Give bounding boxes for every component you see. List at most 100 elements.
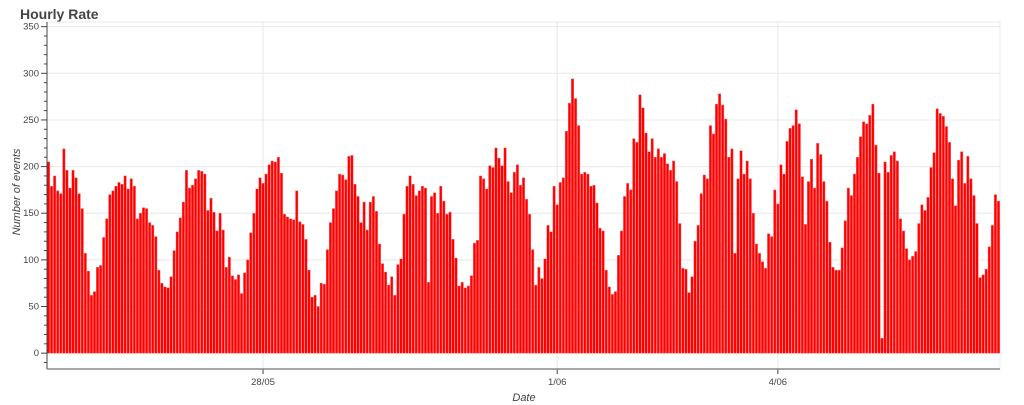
bar — [114, 185, 118, 354]
bar — [868, 115, 872, 354]
bar — [402, 213, 406, 354]
bar — [273, 161, 277, 354]
bar — [494, 147, 498, 354]
bar — [610, 294, 614, 354]
bar — [684, 268, 688, 354]
bar — [139, 213, 142, 354]
bar — [341, 174, 345, 354]
bar — [53, 175, 57, 354]
bar — [843, 220, 847, 354]
bar — [264, 173, 268, 354]
bar — [476, 240, 479, 354]
bar — [951, 178, 954, 354]
bar — [283, 213, 286, 354]
bar — [595, 202, 599, 354]
bar — [512, 171, 516, 354]
bar — [96, 267, 99, 354]
bar — [589, 185, 593, 354]
bar — [954, 205, 957, 354]
bar — [834, 269, 838, 354]
bar — [626, 183, 630, 354]
bar — [837, 269, 841, 354]
bar — [721, 104, 725, 354]
bar — [252, 213, 256, 354]
bar — [469, 275, 473, 354]
bar — [206, 210, 210, 354]
bar — [319, 282, 323, 354]
bar — [71, 170, 75, 354]
bar — [142, 207, 145, 354]
bars — [47, 78, 1000, 354]
bar — [378, 243, 381, 354]
bar — [978, 277, 982, 354]
bar — [387, 284, 391, 354]
bar — [797, 123, 801, 354]
bar — [430, 196, 434, 354]
bar — [840, 247, 844, 354]
bar — [902, 230, 905, 354]
bar — [822, 181, 826, 354]
bar — [304, 239, 308, 354]
bar — [188, 187, 191, 354]
bar — [292, 219, 296, 354]
bar — [203, 173, 207, 354]
bar — [604, 269, 608, 354]
bar — [105, 218, 109, 354]
bar — [347, 156, 351, 354]
bar — [739, 150, 743, 354]
bar — [580, 173, 584, 354]
bar — [129, 178, 133, 354]
bar — [221, 229, 225, 354]
bar — [874, 144, 878, 354]
bar — [997, 200, 1000, 354]
bar — [923, 210, 927, 354]
bar — [675, 181, 679, 354]
bar — [613, 291, 617, 354]
bar — [338, 173, 342, 354]
bar — [785, 141, 789, 354]
bar — [984, 268, 988, 354]
bar — [381, 263, 384, 354]
bar — [166, 287, 170, 354]
bar — [678, 223, 682, 354]
bar — [669, 170, 673, 354]
bar — [715, 103, 718, 354]
bar — [154, 236, 158, 354]
bar — [819, 154, 823, 354]
bar — [344, 179, 348, 354]
bar — [758, 253, 761, 354]
bar — [663, 153, 666, 354]
bar — [911, 255, 915, 354]
bar — [727, 157, 731, 354]
bar — [307, 269, 311, 354]
bar — [880, 338, 884, 354]
bar — [442, 200, 446, 354]
bar — [712, 133, 715, 354]
bar — [497, 157, 501, 354]
bar — [90, 295, 93, 354]
bar — [555, 204, 559, 354]
bar — [169, 276, 173, 354]
bar — [279, 172, 283, 354]
bar — [237, 274, 240, 354]
bar — [424, 187, 427, 354]
bar — [718, 93, 722, 354]
bar — [393, 295, 397, 354]
bar — [693, 241, 697, 354]
bar — [853, 173, 856, 354]
bar — [289, 218, 293, 354]
bar — [632, 138, 636, 354]
bar — [816, 143, 820, 354]
bar — [509, 192, 513, 354]
bar — [644, 132, 648, 354]
bar — [571, 78, 574, 354]
bar — [761, 261, 764, 354]
bar — [246, 259, 250, 354]
bar — [68, 187, 72, 354]
bar — [745, 160, 749, 354]
bar — [261, 183, 265, 354]
bar — [500, 165, 504, 354]
bar — [960, 151, 964, 354]
bar — [74, 177, 78, 354]
bar — [564, 130, 568, 354]
